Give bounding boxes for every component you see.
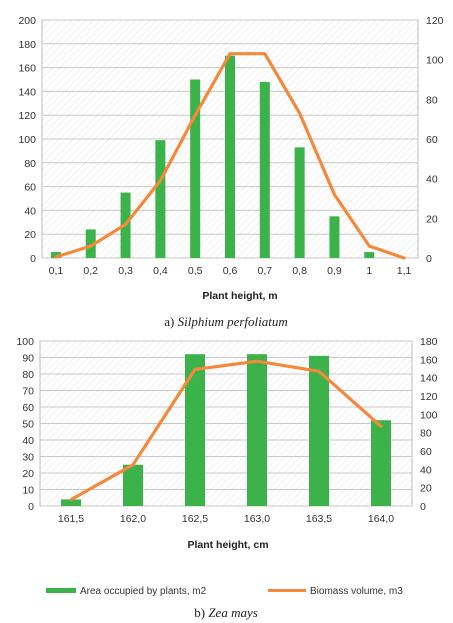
- y-left-tick-label: 100: [16, 336, 34, 348]
- y-left-tick-label: 10: [22, 485, 34, 497]
- x-tick-label: 161,5: [58, 513, 84, 525]
- y-right-tick-label: 140: [420, 373, 438, 385]
- bar: [50, 252, 61, 258]
- x-tick-label: 162,5: [182, 513, 208, 525]
- y-left-tick-label: 160: [18, 63, 36, 75]
- x-tick-label: 1,1: [397, 265, 412, 277]
- y-left-tick-label: 70: [22, 386, 34, 398]
- x-tick-label: 0,9: [327, 265, 342, 277]
- chart-b-bars: [61, 354, 391, 506]
- bar: [364, 252, 375, 258]
- y-left-tick-label: 100: [18, 134, 36, 146]
- bar: [329, 216, 340, 258]
- chart-a-caption-prefix: a): [164, 314, 177, 329]
- x-tick-label: 0,5: [188, 265, 203, 277]
- y-right-tick-label: 120: [426, 15, 444, 27]
- x-tick-label: 0,8: [292, 265, 307, 277]
- chart-b-caption-species: Zea mays: [208, 605, 257, 620]
- x-tick-label: 0,4: [153, 265, 168, 277]
- y-left-tick-label: 140: [18, 86, 36, 98]
- y-left-tick-label: 30: [22, 452, 34, 464]
- y-left-tick-label: 0: [28, 501, 34, 513]
- y-left-tick-label: 20: [24, 229, 36, 241]
- x-tick-label: 163,5: [306, 513, 332, 525]
- x-tick-label: 163,0: [244, 513, 270, 525]
- y-right-tick-label: 80: [420, 428, 432, 440]
- y-left-tick-label: 80: [24, 158, 36, 170]
- bar: [155, 140, 166, 258]
- chart-b-caption-prefix: b): [194, 605, 208, 620]
- y-right-tick-label: 160: [420, 354, 438, 366]
- y-left-tick-label: 50: [22, 419, 34, 431]
- legend-bar-swatch: [46, 588, 76, 593]
- chart-a: 0 20 40 60 80 100 120 140 160 180 200 0 20 40 60 80 100…: [18, 15, 443, 329]
- bar: [190, 79, 201, 258]
- x-tick-label: 1: [366, 265, 372, 277]
- x-tick-label: 0,2: [83, 265, 98, 277]
- y-right-tick-label: 100: [426, 55, 444, 67]
- y-right-tick-label: 60: [420, 446, 432, 458]
- chart-b-caption: b) Zea mays: [194, 605, 258, 620]
- chart-a-caption-species: Silphium perfoliatum: [178, 314, 288, 329]
- x-tick-label: 162,0: [120, 513, 146, 525]
- bar: [85, 229, 96, 258]
- chart-b-line-series: [69, 359, 383, 502]
- chart-a-y-right-ticks: 0 20 40 60 80 100 120: [426, 15, 444, 265]
- y-left-tick-label: 90: [22, 353, 34, 365]
- legend-bar-label: Area occupied by plants, m2: [80, 586, 207, 597]
- bar: [225, 55, 235, 259]
- y-right-tick-label: 20: [420, 483, 432, 495]
- legend: Area occupied by plants, m2 Biomass volu…: [46, 586, 403, 597]
- y-left-tick-label: 60: [22, 402, 34, 414]
- x-tick-label: 164,0: [368, 513, 394, 525]
- chart-a-x-ticks: 0,1 0,2 0,3 0,4 0,5 0,6 0,7 0,8 0,9 1 1,1: [49, 265, 412, 277]
- y-right-tick-label: 60: [426, 134, 438, 146]
- x-tick-label: 0,6: [223, 265, 238, 277]
- y-right-tick-label: 180: [420, 336, 438, 348]
- y-right-tick-label: 100: [420, 409, 438, 421]
- chart-a-x-axis-title: Plant height, m: [202, 290, 277, 302]
- y-right-tick-label: 0: [426, 253, 432, 265]
- y-right-tick-label: 20: [426, 213, 438, 225]
- y-left-tick-label: 120: [18, 110, 36, 122]
- chart-a-caption: a) Silphium perfoliatum: [164, 314, 288, 329]
- x-tick-label: 0,3: [118, 265, 133, 277]
- chart-b-x-ticks: 161,5 162,0 162,5 163,0 163,5 164,0: [58, 513, 394, 525]
- bar: [309, 355, 329, 506]
- y-left-tick-label: 40: [22, 435, 34, 447]
- legend-line-label: Biomass volume, m3: [310, 586, 403, 597]
- y-left-tick-label: 40: [24, 205, 36, 217]
- bar: [259, 81, 270, 258]
- legend-line-swatch: [268, 589, 306, 592]
- chart-b: 0 10 20 30 40 50 60 70 80 90 100 0 20 40 60 80 100 120 14…: [16, 336, 437, 620]
- y-left-tick-label: 20: [22, 468, 34, 480]
- chart-a-y-left-ticks: 0 20 40 60 80 100 120 140 160 180 200: [18, 15, 36, 265]
- y-left-tick-label: 0: [30, 253, 36, 265]
- chart-b-y-right-ticks: 0 20 40 60 80 100 120 140 160 180: [420, 336, 438, 513]
- bar: [123, 464, 143, 506]
- bar: [61, 499, 81, 506]
- y-right-tick-label: 40: [420, 464, 432, 476]
- x-tick-label: 0,7: [258, 265, 273, 277]
- y-right-tick-label: 40: [426, 174, 438, 186]
- bar: [371, 420, 391, 506]
- y-left-tick-label: 180: [18, 39, 36, 51]
- x-tick-label: 0,1: [49, 265, 64, 277]
- y-right-tick-label: 80: [426, 94, 438, 106]
- y-left-tick-label: 60: [24, 182, 36, 194]
- y-left-tick-label: 200: [18, 15, 36, 27]
- chart-b-y-left-ticks: 0 10 20 30 40 50 60 70 80 90 100: [16, 336, 34, 513]
- chart-a-line-series: [54, 52, 406, 260]
- y-right-tick-label: 0: [420, 501, 426, 513]
- chart-b-x-axis-title: Plant height, cm: [187, 539, 268, 551]
- chart-b-gridlines: [40, 340, 412, 507]
- bar: [247, 354, 267, 506]
- bar: [185, 354, 205, 506]
- bar: [294, 147, 305, 258]
- y-left-tick-label: 80: [22, 369, 34, 381]
- y-right-tick-label: 120: [420, 391, 438, 403]
